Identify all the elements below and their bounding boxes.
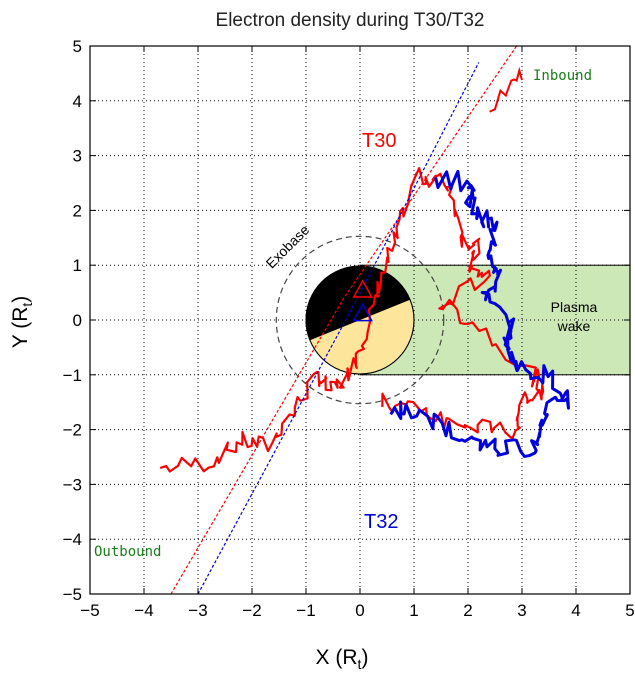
outbound-label: Outbound <box>94 544 161 560</box>
titan-outline <box>305 265 415 375</box>
grid-lines <box>90 46 630 594</box>
x-tick-label: 2 <box>463 601 472 620</box>
x-axis-label: X (Rt) <box>316 646 369 672</box>
y-tick-label: 1 <box>73 256 82 275</box>
y-axis-ticks: 5 4 3 2 1 0 −1 −2 −3 −4 −5 <box>63 37 630 604</box>
x-tick-label: −1 <box>296 601 315 620</box>
t32-label: T32 <box>364 511 398 533</box>
y-tick-label: 0 <box>73 311 82 330</box>
y-tick-label: 3 <box>73 147 82 166</box>
y-tick-label: −1 <box>63 366 82 385</box>
x-tick-label: 4 <box>571 601 580 620</box>
x-tick-label: 1 <box>409 601 418 620</box>
y-tick-label: −2 <box>63 421 82 440</box>
x-axis-ticks: −5 −4 −3 −2 −1 0 1 2 3 4 5 <box>80 46 635 620</box>
x-tick-label: −5 <box>80 601 99 620</box>
chart-title: Electron density during T30/T32 <box>216 10 485 31</box>
t30-density-trace <box>159 167 545 473</box>
y-tick-label: 2 <box>73 201 82 220</box>
y-tick-label: −5 <box>63 585 82 604</box>
y-tick-label: −3 <box>63 475 82 494</box>
x-tick-label: 5 <box>625 601 634 620</box>
t30-label: T30 <box>362 130 396 152</box>
x-tick-label: −2 <box>242 601 261 620</box>
t32-closest-approach-marker <box>352 302 373 322</box>
t32-density-trace <box>389 169 570 458</box>
plasma-wake-label-line1: Plasma <box>551 299 598 315</box>
x-tick-label: −3 <box>188 601 207 620</box>
x-tick-label: 0 <box>355 601 364 620</box>
x-tick-label: −4 <box>134 601 153 620</box>
t30-inbound-trace <box>489 66 523 113</box>
t30-closest-approach-marker <box>352 279 373 298</box>
y-tick-label: −4 <box>63 530 82 549</box>
y-tick-label: 5 <box>73 37 82 56</box>
titan-dark-side <box>306 266 411 341</box>
exobase-circle <box>275 235 445 405</box>
x-tick-label: 3 <box>517 601 526 620</box>
series-layer <box>159 45 570 595</box>
y-axis-label: Y (Rt) <box>9 296 35 349</box>
plasma-wake-label-line2: wake <box>557 318 591 334</box>
t32-trajectory-track <box>197 62 480 595</box>
inbound-label: Inbound <box>533 68 592 84</box>
t30-trajectory-track <box>170 45 518 595</box>
y-tick-label: 4 <box>73 92 82 111</box>
